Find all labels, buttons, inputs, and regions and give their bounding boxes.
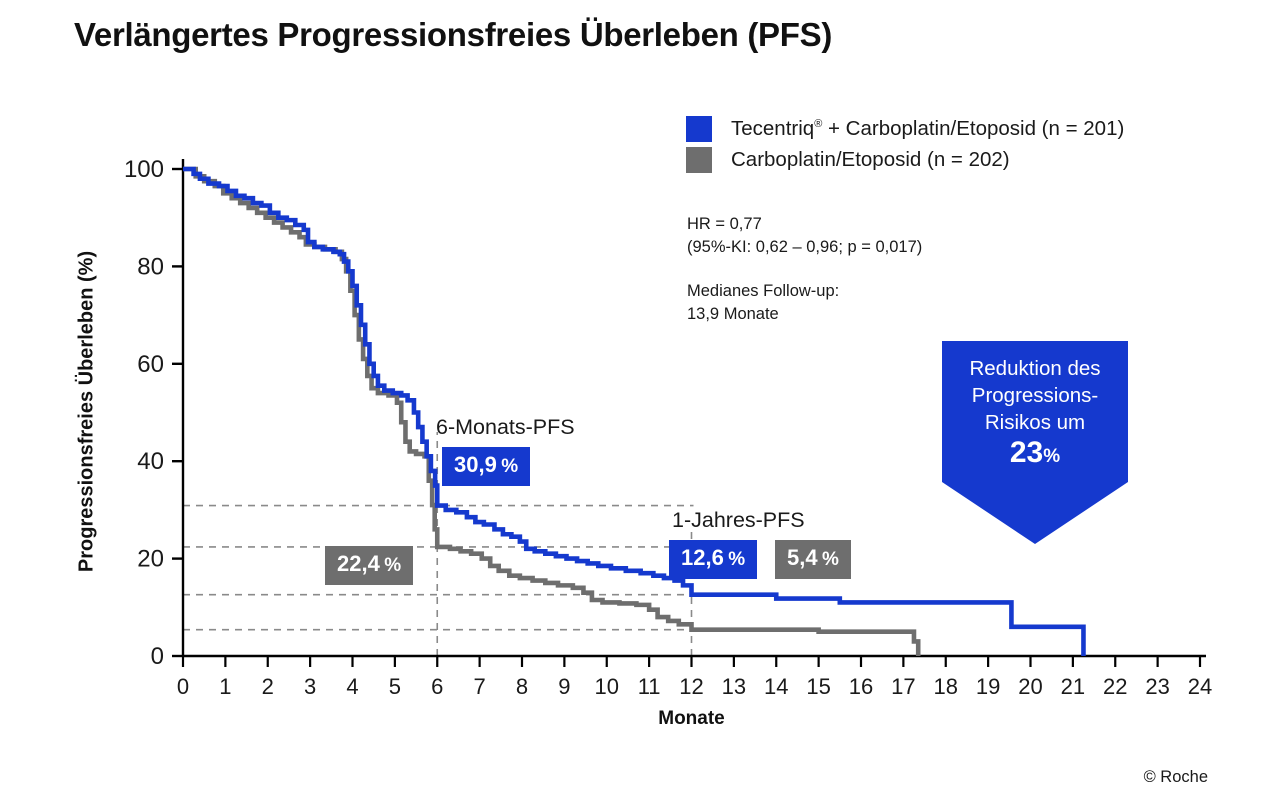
annotation-six-month-blue: 30,9 %	[442, 447, 531, 486]
x-axis-tick-label: 5	[389, 674, 401, 699]
x-axis-tick-label: 18	[934, 674, 958, 699]
y-axis-tick-label: 40	[137, 448, 164, 475]
x-axis-tick-label: 2	[262, 674, 274, 699]
annotation-six-month-gray: 22,4 %	[325, 546, 414, 585]
banner-arrow-point	[942, 482, 1128, 544]
x-axis-tick-label: 13	[722, 674, 746, 699]
x-axis-tick-label: 17	[891, 674, 915, 699]
legend-label-control: Carboplatin/Etoposid (n = 202)	[731, 147, 1010, 171]
y-axis-tick-label: 60	[137, 351, 164, 378]
x-axis-tick-label: 14	[764, 674, 788, 699]
banner-body: Reduktion des Progressions- Risikos um 2…	[942, 341, 1128, 482]
x-axis-tick-label: 10	[595, 674, 619, 699]
x-axis-tick-label: 19	[976, 674, 1000, 699]
annotation-one-year-title: 1-Jahres-PFS	[672, 508, 805, 532]
statistics-block: HR = 0,77 (95%-KI: 0,62 – 0,96; p = 0,01…	[687, 213, 922, 326]
banner-line-3: Risikos um	[984, 411, 1086, 434]
x-axis-tick-label: 20	[1018, 674, 1042, 699]
legend-swatch-gray	[686, 146, 712, 173]
x-axis-tick-label: 11	[638, 674, 661, 699]
legend-swatch-blue	[686, 115, 712, 142]
x-axis-tick-label: 22	[1103, 674, 1127, 699]
chip-one-year-blue: 12,6 %	[669, 540, 758, 579]
annotation-six-month-title: 6-Monats-PFS	[436, 415, 575, 439]
km-curve-tecentriq	[183, 166, 1086, 656]
chip-six-month-gray: 22,4 %	[325, 546, 414, 585]
chip-six-month-blue: 30,9 %	[442, 447, 531, 486]
confidence-interval: (95%-KI: 0,62 – 0,96; p = 0,017)	[687, 238, 923, 256]
y-axis-tick-label: 80	[137, 253, 164, 280]
x-axis-tick-label: 7	[474, 674, 486, 699]
x-axis-tick-label: 15	[806, 674, 830, 699]
x-axis-tick-label: 0	[177, 674, 189, 699]
x-axis-tick-label: 4	[346, 674, 358, 699]
x-axis-tick-label: 9	[558, 674, 570, 699]
risk-reduction-banner: Reduktion des Progressions- Risikos um 2…	[942, 341, 1128, 544]
banner-value: 23%	[1009, 436, 1061, 469]
annotation-one-year-blue: 12,6 %	[669, 540, 758, 579]
x-axis-tick-label: 1	[219, 674, 231, 699]
legend-item-tecentriq: Tecentriq® + Carboplatin/Etoposid (n = 2…	[686, 113, 1124, 144]
x-axis-tick-label: 6	[431, 674, 443, 699]
y-axis-tick-label: 100	[124, 156, 164, 183]
km-curve-control	[183, 166, 921, 656]
registered-trademark-icon: ®	[814, 117, 823, 130]
x-axis-title: Monate	[658, 708, 725, 729]
x-axis-tick-label: 16	[849, 674, 873, 699]
hazard-ratio: HR = 0,77	[687, 215, 762, 233]
page-title: Verlängertes Progressionsfreies Überlebe…	[74, 16, 833, 53]
x-axis-tick-label: 12	[679, 674, 703, 699]
x-axis-tick-label: 21	[1061, 674, 1085, 699]
y-axis-tick-label: 20	[137, 546, 164, 573]
legend-label-tecentriq: Tecentriq® + Carboplatin/Etoposid (n = 2…	[731, 116, 1125, 140]
banner-line-2: Progressions-	[971, 384, 1099, 407]
followup-value: 13,9 Monate	[687, 305, 779, 323]
x-axis-tick-label: 23	[1145, 674, 1169, 699]
x-axis-tick-label: 8	[516, 674, 528, 699]
legend-item-control: Carboplatin/Etoposid (n = 202)	[686, 144, 1124, 175]
y-axis-title: Progressionsfreies Überleben (%)	[75, 250, 98, 573]
y-axis-tick-label: 0	[151, 643, 164, 670]
copyright: © Roche	[1143, 768, 1208, 786]
x-axis-tick-label: 3	[304, 674, 316, 699]
followup-label: Medianes Follow-up:	[687, 282, 840, 300]
banner-line-1: Reduktion des	[969, 357, 1101, 380]
chip-one-year-gray: 5,4 %	[775, 540, 851, 579]
chart-legend: Tecentriq® + Carboplatin/Etoposid (n = 2…	[686, 113, 1124, 175]
x-axis-tick-label: 24	[1188, 674, 1212, 699]
annotation-one-year-gray: 5,4 %	[775, 540, 851, 579]
